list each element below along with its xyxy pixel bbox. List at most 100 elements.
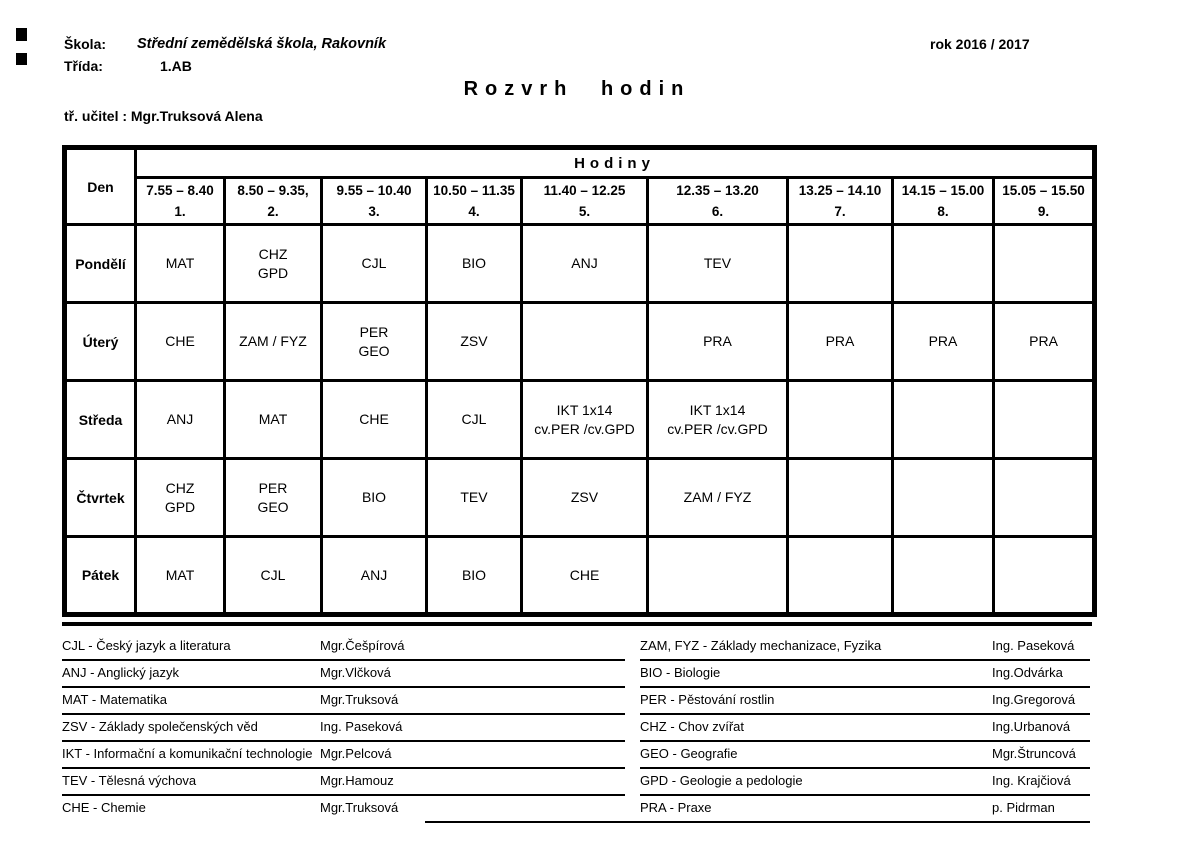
day-column-header: Den: [63, 146, 137, 226]
legend-subject-label: ANJ - Anglický jazyk: [62, 665, 180, 680]
class-name: 1.AB: [160, 58, 192, 74]
subject-cell: CJL: [320, 223, 428, 304]
legend-teacher-name: Mgr.Truksová: [320, 692, 399, 707]
subject-cell: PRA: [891, 301, 995, 382]
subject-cell: IKT 1x14 cv.PER /cv.GPD: [646, 379, 789, 460]
subject-cell: PRA: [991, 301, 1097, 382]
legend-teacher-name: Ing. Krajčiová: [992, 773, 1071, 788]
subject-cell: MAT: [134, 535, 226, 616]
class-teacher: tř. učitel : Mgr.Truksová Alena: [64, 108, 263, 124]
subject-cell: ANJ: [320, 535, 428, 616]
period-header: 11.40 – 12.25 5.: [520, 176, 649, 226]
legend-subject-label: PRA - Praxe: [640, 800, 712, 815]
legend-item: PER - Pěstování rostlin Ing.Gregorová: [640, 692, 1090, 715]
subject-cell: [786, 535, 894, 616]
day-label: Čtvrtek: [63, 457, 137, 538]
period-header: 13.25 – 14.10 7.: [786, 176, 894, 226]
legend-item: ZSV - Základy společenských věd Ing. Pase…: [62, 719, 625, 742]
legend-subject-label: CJL - Český jazyk a literatura: [62, 638, 231, 653]
period-header-row: 7.55 – 8.40 1. 8.50 – 9.35, 2. 9.55 – 10.40 3…: [65, 176, 1097, 226]
timetable-row: Pátek MAT CJL ANJ BIO CHE: [63, 535, 1097, 616]
legend-teacher-name: Mgr.Hamouz: [320, 773, 394, 788]
day-label: Pondělí: [63, 223, 137, 304]
subject-cell: CHZ GPD: [134, 457, 226, 538]
period-header: 8.50 – 9.35, 2.: [223, 176, 323, 226]
subject-cell: ZSV: [520, 457, 649, 538]
subject-cell: CHZ GPD: [223, 223, 323, 304]
legend-item: CHE - Chemie Mgr.Truksová: [62, 800, 625, 823]
subject-cell: [891, 535, 995, 616]
subject-cell: [991, 379, 1097, 460]
subject-cell: ANJ: [520, 223, 649, 304]
legend-subject-label: PER - Pěstování rostlin: [640, 692, 775, 707]
legend-teacher-name: Ing. Paseková: [992, 638, 1075, 653]
legend-item: GEO - Geografie Mgr.Štruncová: [640, 746, 1090, 769]
legend-item: PRA - Praxe p. Pidrman: [640, 800, 1090, 823]
legend-item: MAT - Matematika Mgr.Truksová: [62, 692, 625, 715]
subject-cell: IKT 1x14 cv.PER /cv.GPD: [520, 379, 649, 460]
legend-subject-label: GPD - Geologie a pedologie: [640, 773, 803, 788]
legend-teacher-name: p. Pidrman: [992, 800, 1055, 815]
legend-subject-label: CHZ - Chov zvířat: [640, 719, 745, 734]
day-label: Úterý: [63, 301, 137, 382]
subject-cell: PRA: [786, 301, 894, 382]
subject-cell: CHE: [320, 379, 428, 460]
legend-teacher-name: Ing. Paseková: [320, 719, 403, 734]
legend-item: BIO - Biologie Ing.Odvárka: [640, 665, 1090, 688]
legend-left-column: CJL - Český jazyk a literatura Mgr.Češpír…: [62, 638, 625, 827]
subject-cell: MAT: [134, 223, 226, 304]
legend-right-column: ZAM, FYZ - Základy mechanizace, Fyzika In…: [640, 638, 1090, 827]
legend-teacher-name: Ing.Gregorová: [992, 692, 1076, 707]
timetable: Den Hodiny 7.55 – 8.40 1. 8.50 – 9.35, 2. 9.…: [62, 145, 1098, 617]
subject-cell: ZAM / FYZ: [223, 301, 323, 382]
timetable-row: Úterý CHE ZAM / FYZ PER GEO ZSV PRA PRA PRA PRA: [63, 301, 1097, 382]
subject-cell: [786, 379, 894, 460]
legend-subject-label: CHE - Chemie: [62, 800, 146, 815]
timetable-row: Pondělí MAT CHZ GPD CJL BIO ANJ TEV: [63, 223, 1097, 304]
scan-hole-mark: [16, 28, 27, 41]
legend-item: IKT - Informační a komunikační technolog…: [62, 746, 625, 769]
legend-bottom-rule: [425, 821, 642, 823]
legend-subject-label: TEV - Tělesná výchova: [62, 773, 197, 788]
subject-cell: CHE: [134, 301, 226, 382]
legend: CJL - Český jazyk a literatura Mgr.Češpír…: [62, 638, 1090, 838]
subject-cell: [891, 223, 995, 304]
table-footer-rule: [62, 622, 1092, 626]
legend-item: ZAM, FYZ - Základy mechanizace, Fyzika In…: [640, 638, 1090, 661]
subject-cell: [991, 457, 1097, 538]
subject-cell: [646, 535, 789, 616]
subject-cell: [786, 223, 894, 304]
subject-cell: [786, 457, 894, 538]
subject-cell: BIO: [425, 223, 523, 304]
class-label: Třída:: [64, 58, 103, 74]
subject-cell: [891, 379, 995, 460]
subject-cell: ANJ: [134, 379, 226, 460]
hours-header: Hodiny: [133, 146, 1097, 179]
subject-cell: MAT: [223, 379, 323, 460]
school-name: Střední zemědělská škola, Rakovník: [137, 36, 387, 52]
period-header: 10.50 – 11.35 4.: [425, 176, 523, 226]
subject-cell: CJL: [425, 379, 523, 460]
subject-cell: ZAM / FYZ: [646, 457, 789, 538]
legend-item: CJL - Český jazyk a literatura Mgr.Češpír…: [62, 638, 625, 661]
period-header: 12.35 – 13.20 6.: [646, 176, 789, 226]
period-header: 9.55 – 10.40 3.: [320, 176, 428, 226]
hours-header-row: Den Hodiny: [63, 146, 1097, 226]
period-header: 14.15 – 15.00 8.: [891, 176, 995, 226]
subject-cell: [991, 223, 1097, 304]
page-title: Rozvrh hodin: [463, 78, 691, 100]
legend-subject-label: BIO - Biologie: [640, 665, 721, 680]
timetable-row: Středa ANJ MAT CHE CJL IKT 1x14 cv.PER /cv.GP…: [63, 379, 1097, 460]
school-year: rok 2016 / 2017: [930, 36, 1030, 52]
legend-item: TEV - Tělesná výchova Mgr.Hamouz: [62, 773, 625, 796]
legend-item: GPD - Geologie a pedologie Ing. Krajčiová: [640, 773, 1090, 796]
timetable-row: Čtvrtek CHZ GPD PER GEO BIO TEV ZSV ZAM / FYZ: [63, 457, 1097, 538]
subject-cell: PER GEO: [223, 457, 323, 538]
legend-subject-label: GEO - Geografie: [640, 746, 738, 761]
subject-cell: CHE: [520, 535, 649, 616]
period-header: 7.55 – 8.40 1.: [134, 176, 226, 226]
legend-teacher-name: Ing.Odvárka: [992, 665, 1063, 680]
legend-teacher-name: Mgr.Vlčková: [320, 665, 391, 680]
day-label: Středa: [63, 379, 137, 460]
